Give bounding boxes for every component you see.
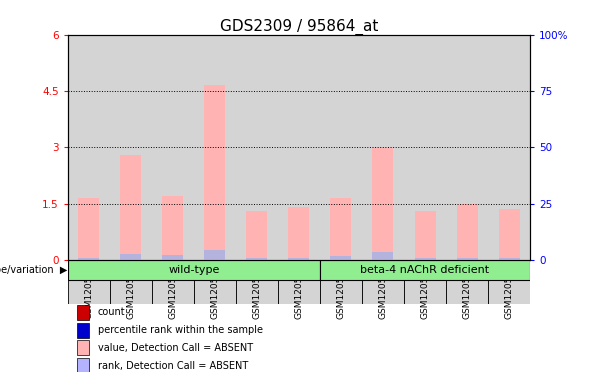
Bar bbox=[415, 258, 435, 260]
Text: GSM120579: GSM120579 bbox=[294, 265, 303, 319]
Text: count: count bbox=[98, 307, 125, 317]
Bar bbox=[404, 280, 446, 304]
Bar bbox=[372, 147, 393, 260]
Bar bbox=[77, 358, 88, 373]
Bar bbox=[320, 260, 530, 280]
Bar bbox=[446, 280, 488, 304]
Bar bbox=[362, 35, 404, 260]
Text: GSM120582: GSM120582 bbox=[421, 265, 429, 319]
Bar bbox=[77, 323, 88, 338]
Bar bbox=[488, 280, 530, 304]
Bar bbox=[320, 280, 362, 304]
Bar bbox=[68, 35, 110, 260]
Bar bbox=[120, 254, 141, 260]
Bar bbox=[498, 258, 519, 260]
Bar bbox=[456, 204, 478, 260]
Bar bbox=[246, 211, 267, 260]
Bar bbox=[404, 35, 446, 260]
Bar bbox=[194, 35, 236, 260]
Text: value, Detection Call = ABSENT: value, Detection Call = ABSENT bbox=[98, 343, 253, 353]
Text: beta-4 nAChR deficient: beta-4 nAChR deficient bbox=[360, 265, 489, 275]
Bar bbox=[330, 198, 352, 260]
Bar bbox=[289, 207, 309, 260]
Text: GSM120584: GSM120584 bbox=[505, 265, 514, 319]
Text: GSM120581: GSM120581 bbox=[379, 265, 388, 319]
Bar bbox=[120, 155, 141, 260]
Bar bbox=[446, 35, 488, 260]
Text: genotype/variation  ▶: genotype/variation ▶ bbox=[0, 265, 68, 275]
Bar bbox=[77, 305, 88, 320]
Bar bbox=[68, 280, 110, 304]
Bar bbox=[488, 35, 530, 260]
Bar bbox=[110, 280, 152, 304]
Bar bbox=[204, 85, 226, 260]
Bar bbox=[330, 256, 352, 260]
Text: rank, Detection Call = ABSENT: rank, Detection Call = ABSENT bbox=[98, 361, 248, 371]
Text: GSM120575: GSM120575 bbox=[126, 265, 135, 319]
Bar bbox=[415, 211, 435, 260]
Text: GSM120577: GSM120577 bbox=[210, 265, 219, 319]
Text: GSM120583: GSM120583 bbox=[462, 265, 472, 319]
Text: percentile rank within the sample: percentile rank within the sample bbox=[98, 325, 263, 335]
Text: GSM120578: GSM120578 bbox=[252, 265, 262, 319]
Bar bbox=[246, 258, 267, 260]
Bar bbox=[163, 196, 183, 260]
Text: GSM120576: GSM120576 bbox=[168, 265, 177, 319]
Text: GSM120580: GSM120580 bbox=[336, 265, 346, 319]
Bar bbox=[320, 35, 362, 260]
Bar bbox=[163, 255, 183, 260]
Bar bbox=[236, 280, 278, 304]
Bar bbox=[77, 340, 88, 355]
Bar bbox=[152, 280, 194, 304]
Bar bbox=[78, 198, 100, 260]
Bar bbox=[236, 35, 278, 260]
Bar bbox=[110, 35, 152, 260]
Bar bbox=[278, 280, 320, 304]
Bar bbox=[204, 250, 226, 260]
Bar bbox=[456, 258, 478, 260]
Text: GSM120574: GSM120574 bbox=[84, 265, 93, 319]
Title: GDS2309 / 95864_at: GDS2309 / 95864_at bbox=[220, 18, 378, 35]
Text: wild-type: wild-type bbox=[168, 265, 220, 275]
Bar bbox=[289, 258, 309, 260]
Bar bbox=[152, 35, 194, 260]
Bar bbox=[278, 35, 320, 260]
Bar bbox=[68, 260, 320, 280]
Bar bbox=[362, 280, 404, 304]
Bar bbox=[194, 280, 236, 304]
Bar bbox=[78, 258, 100, 260]
Bar bbox=[498, 209, 519, 260]
Bar bbox=[372, 252, 393, 260]
